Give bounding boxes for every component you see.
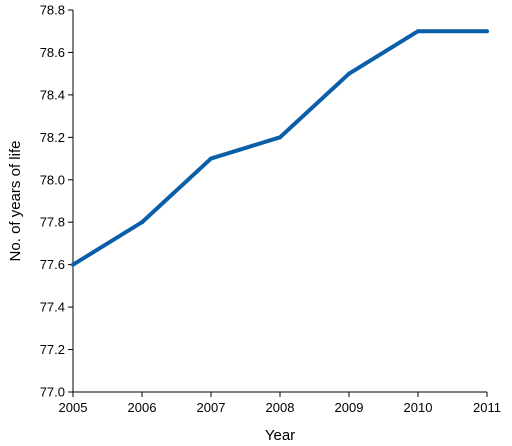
axes	[72, 10, 487, 393]
x-tick-label: 2010	[404, 400, 433, 415]
series-group	[71, 29, 489, 267]
y-tick-label: 78.6	[40, 45, 65, 60]
y-axis-title: No. of years of life	[7, 141, 24, 262]
data-point	[140, 220, 144, 225]
y-tick-label: 78.2	[40, 130, 65, 145]
y-tick-label: 77.8	[40, 215, 65, 230]
x-ticks: 2005 2006 2007 2008 2009 2010 2011	[59, 392, 501, 415]
y-tick-label: 77.4	[40, 300, 65, 315]
x-tick-label: 2007	[197, 400, 226, 415]
x-tick-label: 2005	[59, 400, 88, 415]
x-tick-label: 2009	[335, 400, 364, 415]
data-point	[347, 71, 351, 76]
y-tick-label: 77.0	[40, 385, 65, 400]
data-point	[485, 29, 489, 34]
x-tick-label: 2008	[266, 400, 295, 415]
series-line	[71, 29, 487, 267]
y-tick-label: 78.0	[40, 172, 65, 187]
y-tick-label: 77.6	[40, 257, 65, 272]
data-point	[209, 156, 213, 161]
data-point	[71, 262, 75, 267]
data-point	[416, 29, 420, 34]
x-tick-label: 2011	[473, 400, 501, 415]
y-tick-label: 77.2	[40, 342, 65, 357]
y-tick-label: 78.4	[40, 87, 65, 102]
x-axis-title: Year	[265, 427, 295, 444]
y-ticks: 77.0 77.2 77.4 77.6 77.8 78.0 78.2 78.4 78.6 78.8	[40, 3, 73, 400]
data-point	[278, 135, 282, 140]
y-tick-label: 78.8	[40, 3, 65, 18]
x-tick-label: 2006	[128, 400, 157, 415]
